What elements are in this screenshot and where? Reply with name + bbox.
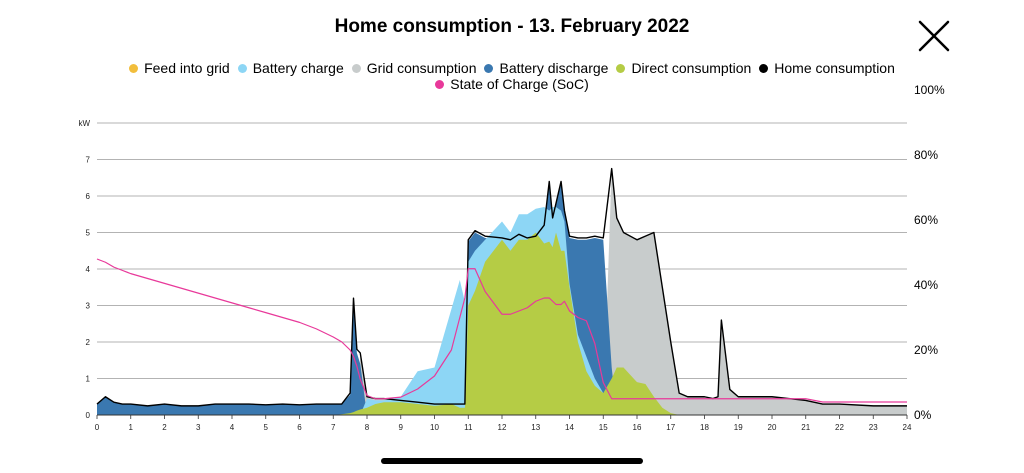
x-tick-label: 21 bbox=[801, 423, 810, 432]
y-tick-label: 4 bbox=[86, 265, 91, 274]
legend-dot-icon bbox=[484, 63, 494, 73]
legend-dot-icon bbox=[616, 63, 626, 73]
x-tick-label: 12 bbox=[498, 423, 507, 432]
y-tick-label: 2 bbox=[86, 338, 91, 347]
y2-tick-label: 100% bbox=[914, 83, 945, 97]
legend-dot-icon bbox=[237, 63, 247, 73]
legend-item-grid-consumption[interactable]: Grid consumption bbox=[351, 60, 477, 76]
x-tick-label: 4 bbox=[230, 423, 235, 432]
line-state-of-charge bbox=[96, 258, 907, 403]
legend-item-direct-consumption[interactable]: Direct consumption bbox=[616, 60, 751, 76]
x-tick-label: 13 bbox=[531, 423, 540, 432]
x-tick-label: 24 bbox=[903, 423, 912, 432]
legend-label: Feed into grid bbox=[144, 60, 230, 76]
y2-tick-label: 40% bbox=[914, 278, 938, 292]
x-tick-label: 5 bbox=[264, 423, 269, 432]
legend-item-battery-discharge[interactable]: Battery discharge bbox=[484, 60, 608, 76]
x-tick-label: 11 bbox=[464, 423, 473, 432]
page-title: Home consumption - 13. February 2022 bbox=[334, 16, 690, 37]
x-tick-label: 6 bbox=[297, 423, 302, 432]
line-home-consumption bbox=[96, 167, 907, 407]
legend-dot-icon bbox=[435, 79, 445, 89]
legend-dot-icon bbox=[129, 63, 139, 73]
legend-item-battery-charge[interactable]: Battery charge bbox=[237, 60, 344, 76]
close-x-icon[interactable] bbox=[916, 18, 952, 54]
legend-label: Direct consumption bbox=[631, 60, 752, 76]
legend-label: Battery charge bbox=[252, 60, 344, 76]
x-tick-label: 17 bbox=[666, 423, 675, 432]
x-tick-label: 23 bbox=[869, 423, 878, 432]
legend-item-state-of-charge-soc[interactable]: State of Charge (SoC) bbox=[100, 76, 924, 92]
y2-tick-label: 80% bbox=[914, 148, 938, 162]
y-tick-label: 1 bbox=[86, 375, 91, 384]
x-tick-label: 7 bbox=[331, 423, 336, 432]
x-tick-label: 14 bbox=[565, 423, 574, 432]
legend-dot-icon bbox=[759, 63, 769, 73]
x-tick-label: 20 bbox=[768, 423, 777, 432]
legend-label: Battery discharge bbox=[499, 60, 609, 76]
x-tick-label: 22 bbox=[835, 423, 844, 432]
x-tick-label: 19 bbox=[734, 423, 743, 432]
y2-tick-label: 0% bbox=[914, 408, 932, 422]
legend-label: Grid consumption bbox=[366, 60, 477, 76]
legend-dot-icon bbox=[351, 63, 361, 73]
home-indicator[interactable] bbox=[381, 458, 643, 464]
y-tick-label: 0 bbox=[86, 411, 91, 420]
x-tick-label: 15 bbox=[599, 423, 608, 432]
legend-label: Home consumption bbox=[774, 60, 895, 76]
legend-item-home-consumption[interactable]: Home consumption bbox=[759, 60, 895, 76]
y2-tick-label: 20% bbox=[914, 343, 938, 357]
x-tick-label: 3 bbox=[196, 423, 201, 432]
x-tick-label: 2 bbox=[162, 423, 167, 432]
x-tick-label: 18 bbox=[700, 423, 709, 432]
x-tick-label: 0 bbox=[95, 423, 100, 432]
legend-label: State of Charge (SoC) bbox=[450, 76, 589, 92]
y-tick-label: 3 bbox=[86, 302, 91, 311]
legend-item-feed-into-grid[interactable]: Feed into grid bbox=[129, 60, 230, 76]
x-tick-label: 16 bbox=[633, 423, 642, 432]
y-axis-label: kW bbox=[78, 119, 90, 128]
x-tick-label: 10 bbox=[430, 423, 439, 432]
y-tick-label: 5 bbox=[86, 229, 91, 238]
area-direct-consumption bbox=[97, 232, 907, 415]
y-tick-label: 7 bbox=[86, 156, 91, 165]
x-tick-label: 9 bbox=[399, 423, 404, 432]
x-tick-label: 1 bbox=[129, 423, 134, 432]
x-tick-label: 8 bbox=[365, 423, 370, 432]
y-tick-label: 6 bbox=[86, 192, 91, 201]
chart-legend: Feed into grid Battery charge Grid consump… bbox=[100, 60, 924, 92]
y2-tick-label: 60% bbox=[914, 213, 938, 227]
